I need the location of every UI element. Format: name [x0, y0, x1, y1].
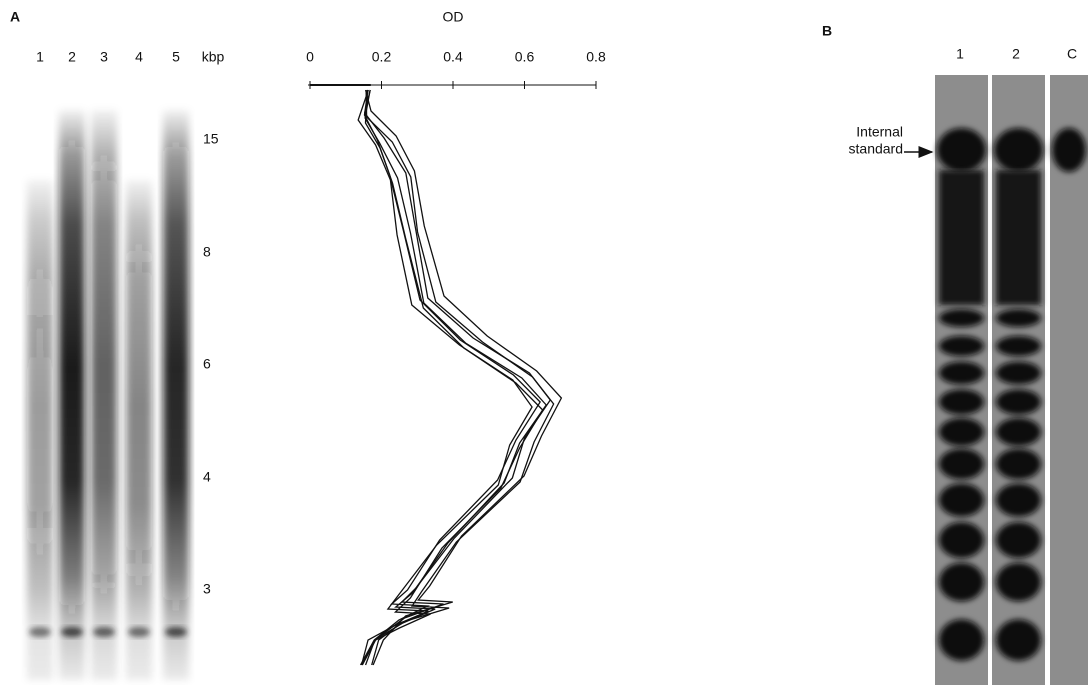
- lane-smear: [126, 180, 152, 680]
- od-trace: [363, 89, 552, 666]
- band: [996, 562, 1041, 602]
- band: [996, 361, 1041, 385]
- band: [939, 309, 984, 327]
- band: [128, 627, 150, 637]
- od-trace: [359, 89, 541, 666]
- band: [1052, 128, 1086, 172]
- lane-label: 1: [36, 49, 44, 65]
- size-unit: kbp: [202, 49, 225, 65]
- od-trace: [357, 89, 533, 666]
- size-marker: 3: [203, 581, 211, 597]
- band: [939, 417, 984, 447]
- lane-smear: [59, 110, 85, 680]
- band: [939, 335, 984, 357]
- band: [937, 128, 986, 172]
- lane-smear: [27, 180, 53, 680]
- band: [996, 417, 1041, 447]
- lane-label: 2: [1012, 46, 1020, 62]
- lane-label: 4: [135, 49, 143, 65]
- band: [996, 309, 1041, 327]
- x-tick-label: 0.2: [372, 49, 392, 65]
- band: [939, 619, 984, 661]
- band: [939, 483, 984, 517]
- lane-label: 2: [68, 49, 76, 65]
- panel-label: A: [10, 9, 20, 25]
- size-marker: 4: [203, 469, 211, 485]
- band: [29, 627, 51, 637]
- lane-label: C: [1067, 46, 1077, 62]
- x-tick-label: 0: [306, 49, 314, 65]
- annotation: Internal: [856, 124, 903, 140]
- size-marker: 6: [203, 356, 211, 372]
- axis-title: OD: [443, 9, 464, 25]
- band: [61, 627, 83, 637]
- gel-b: [935, 75, 1088, 685]
- lane: [1050, 75, 1088, 685]
- lane-smear: [91, 110, 117, 680]
- band: [996, 335, 1041, 357]
- annotation: standard: [849, 141, 903, 157]
- size-marker: 8: [203, 244, 211, 260]
- od-trace: [365, 89, 555, 666]
- smear: [996, 170, 1041, 305]
- lane-label: 3: [100, 49, 108, 65]
- band: [939, 389, 984, 415]
- band: [996, 483, 1041, 517]
- od-trace: [361, 89, 544, 666]
- smear: [939, 170, 984, 305]
- x-tick-label: 0.4: [443, 49, 463, 65]
- band: [996, 389, 1041, 415]
- size-marker: 15: [203, 131, 219, 147]
- od-trace: [361, 89, 548, 666]
- band: [939, 562, 984, 602]
- band: [165, 627, 187, 637]
- band: [994, 128, 1043, 172]
- band: [996, 448, 1041, 480]
- od-traces: [357, 89, 563, 666]
- lane-smear: [163, 110, 189, 680]
- x-tick-label: 0.6: [515, 49, 535, 65]
- band: [939, 521, 984, 559]
- lane-label: 5: [172, 49, 180, 65]
- gel-a: [27, 110, 189, 680]
- panel-label: B: [822, 23, 832, 39]
- band: [939, 361, 984, 385]
- band: [939, 448, 984, 480]
- od-trace: [364, 89, 563, 666]
- x-tick-label: 0.8: [586, 49, 606, 65]
- band: [996, 521, 1041, 559]
- lane-label: 1: [956, 46, 964, 62]
- band: [996, 619, 1041, 661]
- band: [93, 627, 115, 637]
